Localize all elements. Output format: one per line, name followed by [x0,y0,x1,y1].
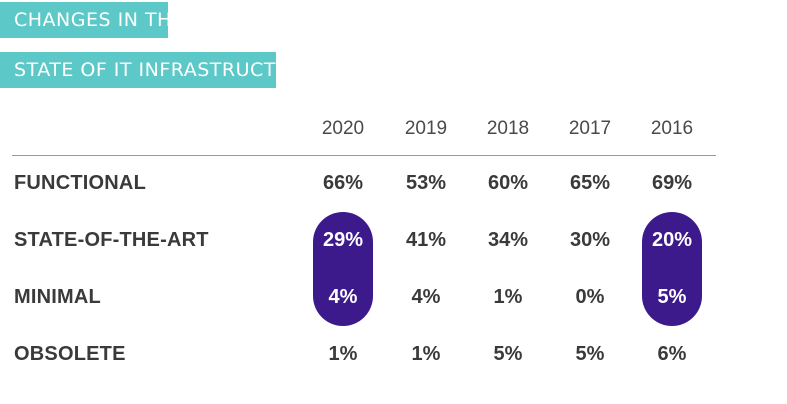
cell-state-of-the-art-2019: 41% [405,229,447,251]
row-label-obsolete: OBSOLETE [14,343,126,365]
row-label-functional: FUNCTIONAL [14,172,146,194]
cell-functional-2019: 53% [405,172,447,194]
cell-minimal-2019: 4% [411,286,441,308]
cell-minimal-2017: 0% [575,286,605,308]
column-header-2020: 2020 [321,118,365,139]
cell-obsolete-2016: 6% [657,343,687,365]
cell-functional-2020: 66% [322,172,364,194]
row-label-state-of-the-art: STATE-OF-THE-ART [14,229,209,251]
column-header-2017: 2017 [568,118,612,139]
cell-state-of-the-art-2018: 34% [487,229,529,251]
cell-state-of-the-art-2020: 29% [322,229,364,251]
cell-minimal-2016: 5% [657,286,687,308]
cell-obsolete-2020: 1% [328,343,358,365]
column-header-2019: 2019 [404,118,448,139]
cell-functional-2016: 69% [651,172,693,194]
column-header-2016: 2016 [650,118,694,139]
cell-functional-2018: 60% [487,172,529,194]
cell-minimal-2020: 4% [328,286,358,308]
row-label-minimal: MINIMAL [14,286,101,308]
chart-title-line-1: CHANGES IN THE [0,2,184,38]
cell-obsolete-2017: 5% [575,343,605,365]
cell-state-of-the-art-2016: 20% [651,229,693,251]
cell-state-of-the-art-2017: 30% [569,229,611,251]
cell-obsolete-2018: 5% [493,343,523,365]
cell-minimal-2018: 1% [493,286,523,308]
header-divider [12,155,716,156]
highlight-pill-2016 [642,212,702,326]
cell-functional-2017: 65% [569,172,611,194]
chart-title-line-2: STATE OF IT INFRASTRUCTURE [0,52,316,88]
cell-obsolete-2019: 1% [411,343,441,365]
column-header-2018: 2018 [486,118,530,139]
highlight-pill-2020 [313,212,373,326]
